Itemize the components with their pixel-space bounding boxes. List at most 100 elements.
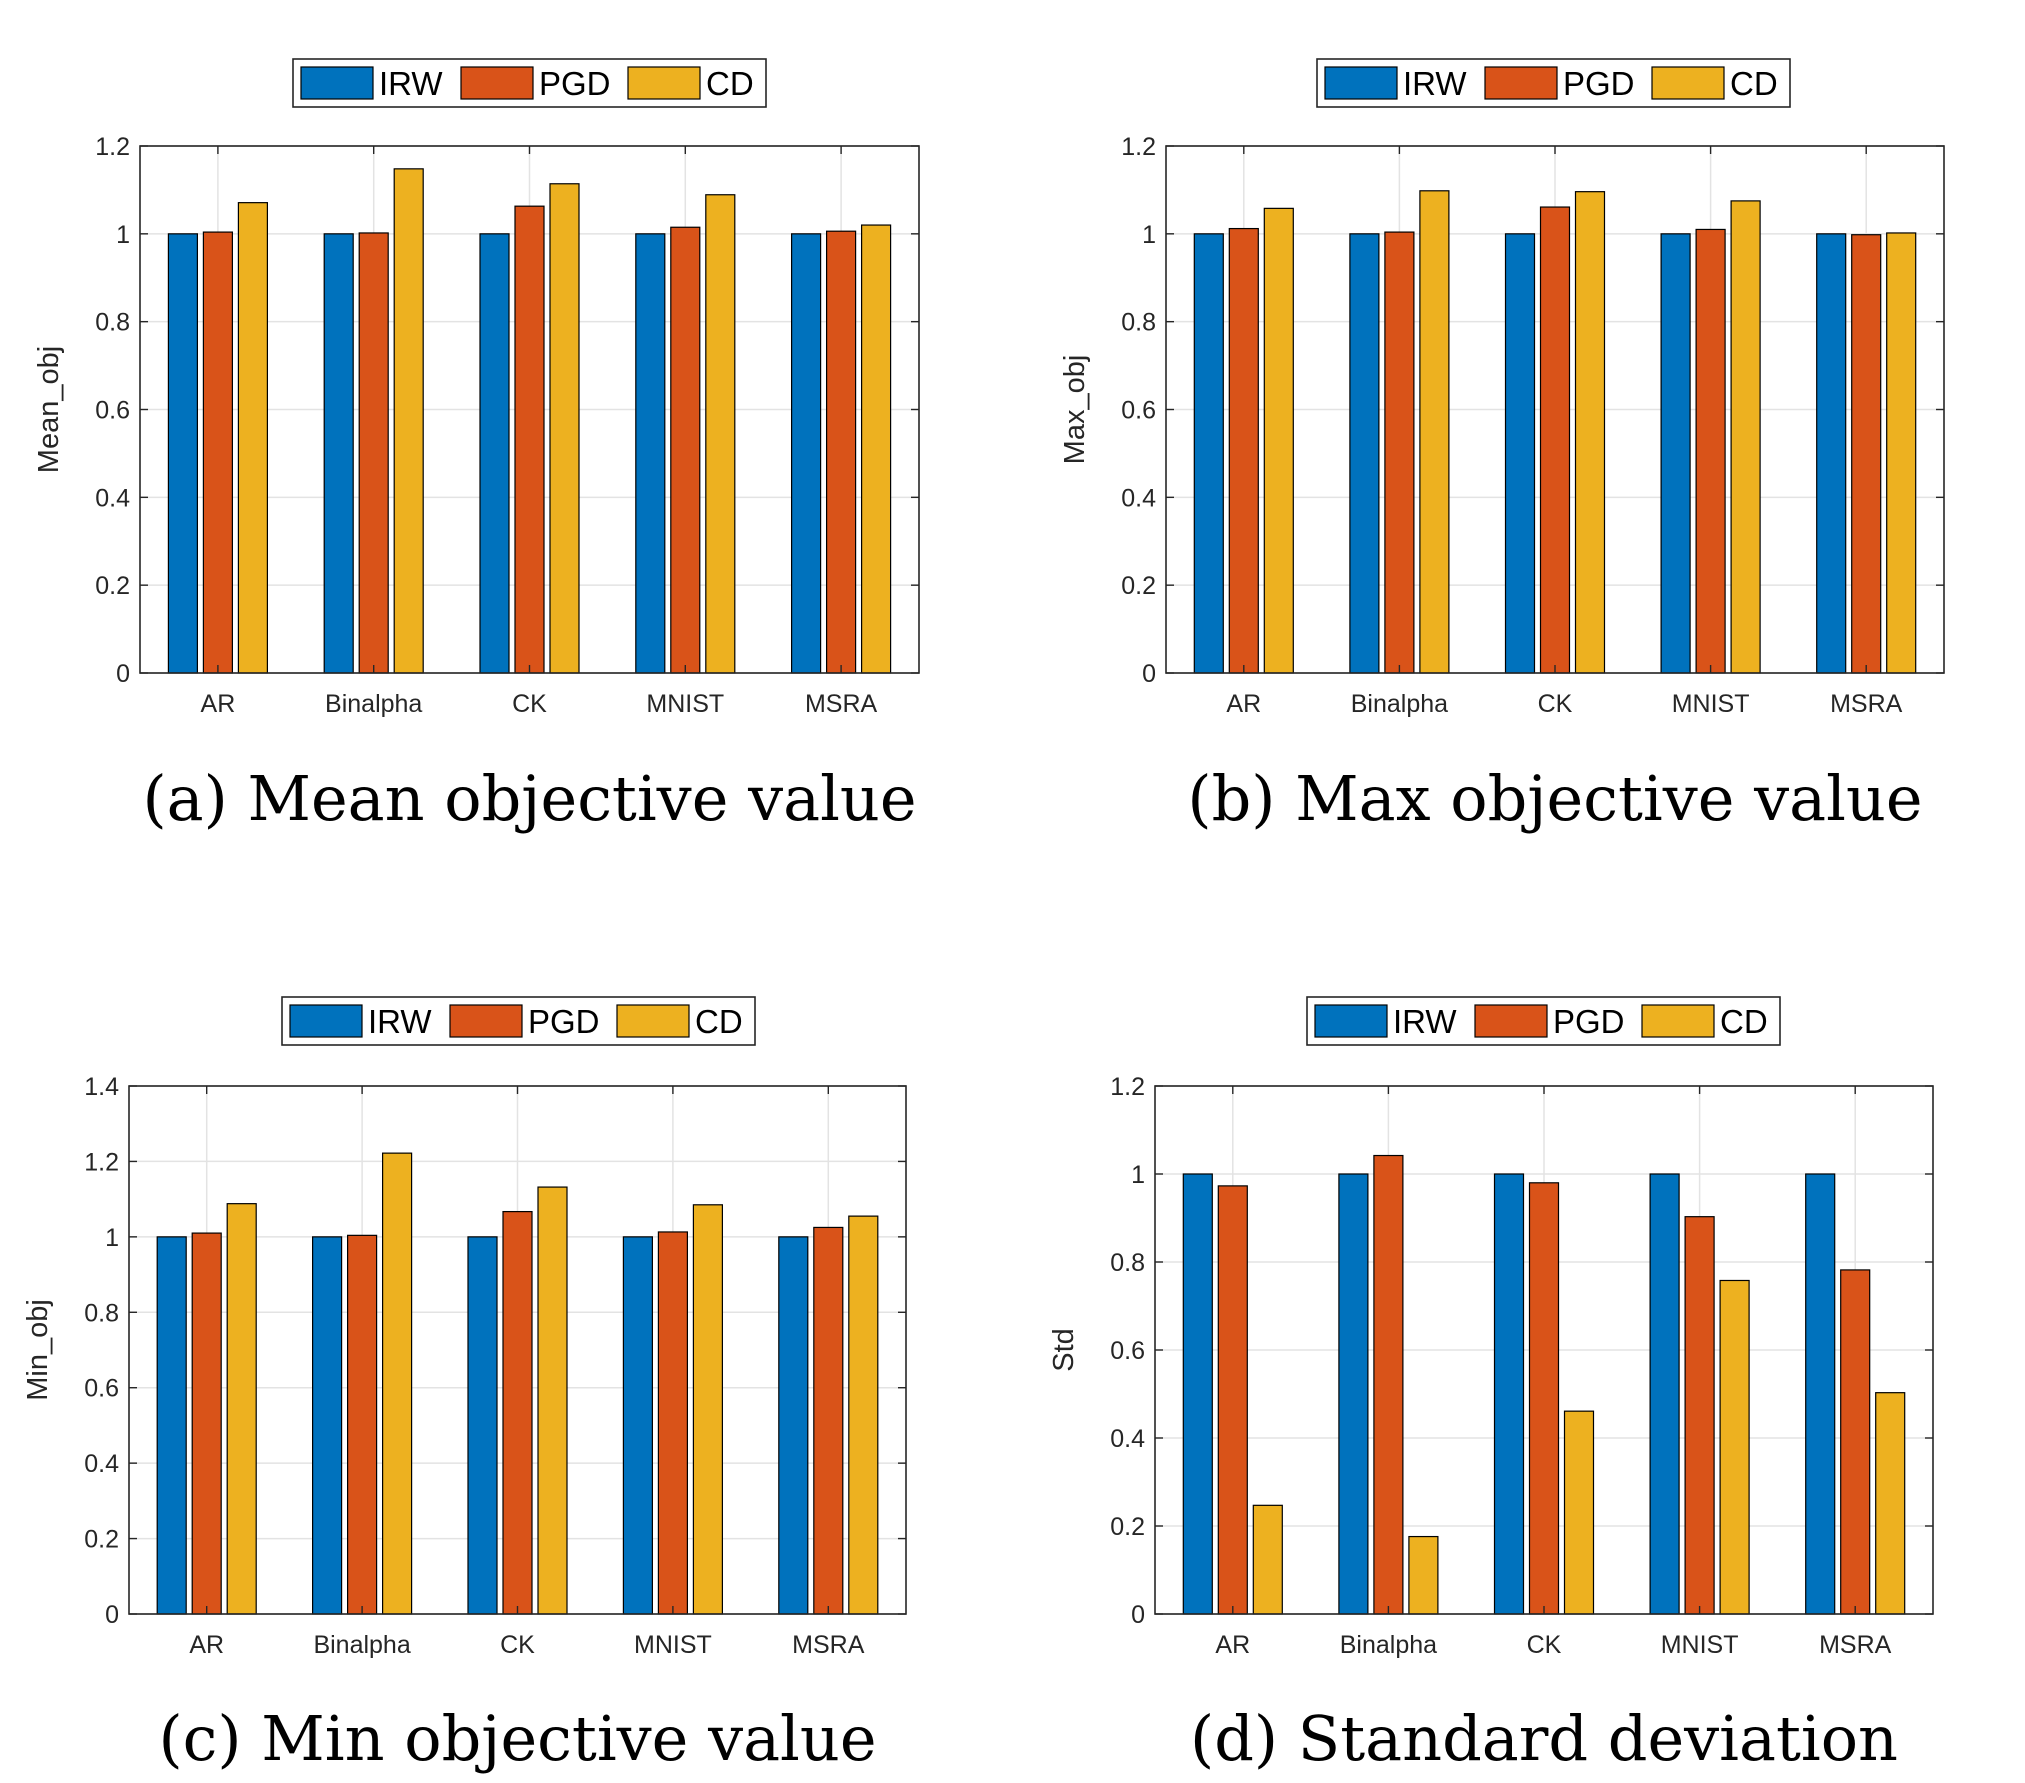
bar-pgd-mnist [670, 226, 701, 674]
bar-pgd-mnist [1695, 228, 1726, 674]
bar-pgd-binalpha [1384, 231, 1415, 674]
bar-cd-ck [1574, 191, 1606, 674]
x-tick-label: Binalpha [1340, 1631, 1437, 1659]
chart-panel-2: 0 0.2 0.4 0.6 0.8 1 1.2 1.4 AR Binalpha CK MNIST MSR… [22, 996, 907, 1775]
legend-swatch-pgd [1484, 66, 1558, 100]
y-tick-label: 0.6 [84, 1375, 119, 1403]
bar-irw-ck [479, 233, 510, 674]
bar-cd-ck [537, 1186, 568, 1615]
y-tick-label: 1.2 [95, 133, 130, 161]
legend-label-irw: IRW [368, 1003, 432, 1040]
x-tick-label: AR [1215, 1631, 1250, 1659]
x-tick-label: MNIST [634, 1631, 712, 1659]
bar-cd-ck [549, 183, 580, 674]
y-tick-label: 0 [116, 660, 130, 688]
y-tick-label: 0.2 [84, 1526, 119, 1554]
x-tick-label: Binalpha [325, 690, 422, 718]
legend-swatch-irw [1324, 66, 1398, 100]
chart-panel-0: 0 0.2 0.4 0.6 0.8 1 1.2 AR Binalpha CK MNIST MSRA Me… [33, 58, 920, 835]
y-tick-label: 0.4 [1121, 484, 1156, 512]
y-tick-label: 1.2 [1121, 133, 1156, 161]
bar-pgd-binalpha [358, 232, 389, 674]
legend-swatch-cd [627, 66, 701, 100]
legend-label-pgd: PGD [1553, 1003, 1625, 1040]
bar-irw-ck [467, 1236, 498, 1615]
y-tick-label: 0 [105, 1601, 119, 1629]
chart-caption: (a) Mean objective value [142, 762, 916, 835]
legend-label-irw: IRW [1393, 1003, 1457, 1040]
bar-irw-msra [790, 233, 822, 674]
bar-pgd-ar [1217, 1185, 1248, 1615]
y-tick-label: 0.2 [1110, 1513, 1145, 1541]
bar-irw-binalpha [312, 1236, 343, 1615]
bar-cd-mnist [692, 1204, 724, 1615]
y-tick-label: 0.8 [1110, 1249, 1145, 1277]
bar-irw-mnist [635, 233, 666, 674]
y-tick-label: 0.4 [84, 1450, 119, 1478]
legend-label-cd: CD [706, 65, 754, 102]
legend-swatch-irw [300, 66, 374, 100]
x-tick-label: MNIST [1661, 1631, 1739, 1659]
bar-cd-ar [226, 1203, 257, 1615]
legend: IRW PGD CD [1316, 58, 1791, 108]
chart-panel-1: 0 0.2 0.4 0.6 0.8 1 1.2 AR Binalpha CK MNIST MSRA Ma… [1059, 58, 1945, 835]
bar-cd-mnist [705, 194, 736, 674]
chart-caption: (d) Standard deviation [1190, 1702, 1898, 1775]
bar-pgd-ar [202, 231, 233, 674]
bar-cd-binalpha [1408, 1535, 1439, 1615]
x-tick-label: MSRA [792, 1631, 865, 1659]
legend: IRW PGD CD [292, 58, 767, 108]
legend-swatch-cd [1641, 1004, 1715, 1038]
y-tick-label: 0.4 [95, 484, 130, 512]
bar-irw-mnist [622, 1236, 654, 1615]
chart-caption: (c) Min objective value [158, 1702, 876, 1775]
bar-pgd-ck [1528, 1182, 1560, 1615]
bar-pgd-mnist [1684, 1216, 1715, 1615]
x-tick-label: MSRA [805, 690, 878, 718]
bar-cd-msra [1886, 232, 1917, 674]
bar-pgd-ck [514, 205, 545, 674]
bar-cd-binalpha [1419, 190, 1450, 674]
legend-swatch-irw [1314, 1004, 1388, 1038]
bar-irw-ar [1182, 1173, 1213, 1615]
x-tick-label: AR [201, 690, 236, 718]
bar-irw-ar [156, 1236, 187, 1615]
legend-label-cd: CD [1720, 1003, 1768, 1040]
legend-swatch-pgd [1474, 1004, 1548, 1038]
y-tick-label: 1.2 [1110, 1073, 1145, 1101]
y-tick-label: 0.4 [1110, 1425, 1145, 1453]
bar-pgd-ck [1539, 206, 1571, 674]
bar-irw-ar [1193, 233, 1224, 674]
y-tick-label: 1 [1142, 221, 1156, 249]
bar-irw-binalpha [323, 233, 354, 674]
bar-cd-binalpha [393, 168, 424, 674]
bar-pgd-msra [813, 1226, 844, 1615]
bar-pgd-ck [502, 1210, 533, 1615]
bar-irw-mnist [1660, 233, 1691, 674]
y-tick-label: 0.6 [1121, 397, 1156, 425]
y-tick-label: 0.8 [84, 1299, 119, 1327]
legend-label-cd: CD [695, 1003, 743, 1040]
y-tick-label: 1 [105, 1224, 119, 1252]
bar-irw-ar [167, 233, 198, 674]
y-tick-label: 1.2 [84, 1148, 119, 1176]
y-axis-label: Max_obj [1059, 355, 1091, 465]
bar-cd-ar [1252, 1504, 1283, 1615]
legend-swatch-cd [616, 1004, 690, 1038]
legend: IRW PGD CD [1306, 996, 1781, 1046]
legend-label-pgd: PGD [528, 1003, 600, 1040]
y-tick-label: 0.6 [95, 397, 130, 425]
legend-label-irw: IRW [379, 65, 443, 102]
y-axis-label: Min_obj [22, 1299, 54, 1401]
y-tick-label: 1 [116, 221, 130, 249]
bar-cd-ck [1563, 1410, 1595, 1615]
legend-label-irw: IRW [1403, 65, 1467, 102]
y-tick-label: 1 [1131, 1161, 1145, 1189]
legend-label-cd: CD [1730, 65, 1778, 102]
bar-cd-ar [237, 202, 268, 674]
legend-swatch-pgd [460, 66, 534, 100]
bar-pgd-msra [1840, 1269, 1871, 1615]
bar-irw-msra [1805, 1173, 1836, 1615]
bar-cd-mnist [1730, 200, 1761, 674]
